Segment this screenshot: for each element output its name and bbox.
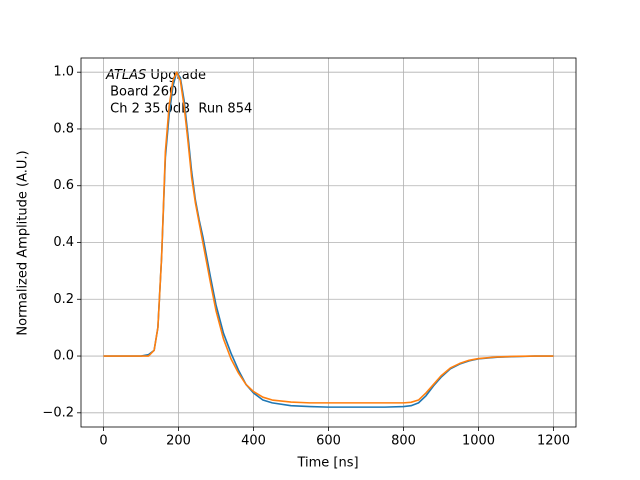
plot-frame: [80, 57, 577, 428]
x-tick-label: 600: [316, 434, 341, 449]
y-tick-label: 0.8: [53, 121, 74, 136]
y-tick-label: 0.2: [53, 292, 74, 307]
x-tick-label: 200: [166, 434, 191, 449]
y-tick-label: 1.0: [53, 65, 74, 80]
x-tick-label: 400: [241, 434, 266, 449]
series-line: [103, 71, 554, 404]
x-axis-label: Time [ns]: [296, 456, 358, 471]
annotation-line: Board 260: [106, 85, 177, 100]
y-tick-label: 0.0: [53, 349, 74, 364]
x-tick-label: 1200: [537, 434, 570, 449]
x-tick-label: 800: [391, 434, 416, 449]
x-tick-label: 1000: [462, 434, 495, 449]
y-tick-label: −0.2: [42, 405, 74, 420]
y-axis-label: Normalized Amplitude (A.U.): [16, 150, 31, 335]
y-tick-label: 0.6: [53, 178, 74, 193]
y-tick-label: 0.4: [53, 235, 74, 250]
x-tick-label: 0: [99, 434, 107, 449]
annotation: ATLAS Upgrade: [105, 68, 206, 83]
annotation-italic: ATLAS: [105, 68, 146, 83]
annotation-line: Ch 2 35.0dB Run 854: [106, 102, 252, 117]
